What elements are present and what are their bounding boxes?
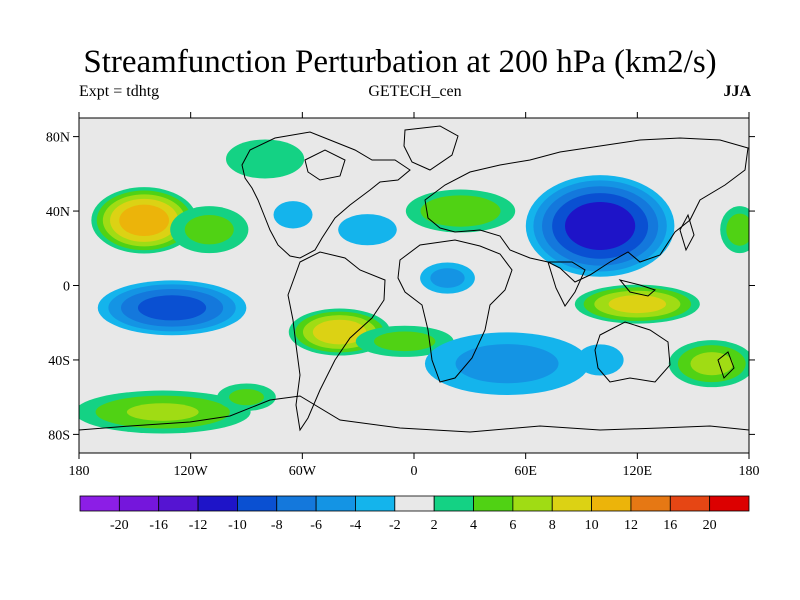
map-area — [78, 117, 750, 454]
colorbar-label: -4 — [350, 518, 362, 533]
contour-level — [226, 139, 305, 179]
anomaly-central-asia — [525, 175, 675, 277]
colorbar-swatch — [551, 495, 592, 512]
anomaly-eastern-north-america — [273, 201, 313, 229]
contour-level — [373, 331, 436, 352]
y-tick-label: 40S — [48, 354, 70, 369]
colorbar-swatch — [709, 495, 750, 512]
anomaly-europe-mediterranean — [405, 189, 516, 233]
anomaly-southern-ocean-east — [217, 383, 276, 411]
anomaly-north-pacific-tail — [170, 206, 249, 254]
colorbar-label: 16 — [663, 518, 677, 533]
colorbar-label: 8 — [549, 518, 556, 533]
colorbar-label: 6 — [509, 518, 516, 533]
colorbar-label: 2 — [431, 518, 438, 533]
colorbar-label: -2 — [389, 518, 401, 533]
anomaly-maritime-continent — [574, 284, 700, 324]
colorbar-swatch — [237, 495, 278, 512]
x-tick-label: 180 — [69, 464, 90, 479]
experiment-label: Expt = tdhtg — [79, 83, 160, 100]
contour-level — [312, 319, 367, 345]
colorbar-label: -8 — [271, 518, 283, 533]
contour-level — [455, 344, 559, 384]
colorbar-swatch — [394, 495, 435, 512]
x-tick-label: 120E — [623, 464, 653, 479]
contour-level — [229, 389, 264, 406]
y-tick-label: 80N — [46, 131, 70, 146]
y-tick-label: 0 — [63, 280, 70, 295]
y-tick-label: 80S — [48, 428, 70, 443]
colorbar-swatch — [315, 495, 356, 512]
dataset-label: GETECH_cen — [368, 83, 462, 100]
colorbar-swatch — [158, 495, 199, 512]
contour-fill-layer — [79, 139, 749, 434]
anomaly-north-pacific — [91, 187, 197, 254]
anomaly-central-africa — [420, 262, 475, 294]
colorbar-swatch — [669, 495, 711, 512]
colorbar-label: -6 — [310, 518, 322, 533]
chart-title: Streamfunction Perturbation at 200 hPa (… — [83, 44, 717, 80]
anomaly-south-indian-ocean — [424, 332, 590, 395]
colorbar-swatch — [630, 495, 671, 512]
colorbar: -20 -16 -12 -10 -8 -6 -4 -2 2 4 6 8 10 12 16 20 — [79, 495, 750, 533]
colorbar-swatch — [79, 495, 120, 512]
anomaly-north-atlantic — [338, 214, 397, 246]
anomaly-southwest-pacific — [668, 340, 749, 388]
contour-level — [126, 403, 199, 421]
anomaly-western-canada — [226, 139, 305, 179]
contour-level — [608, 295, 667, 314]
y-axis: 80N 40N 0 40S 80S — [46, 131, 755, 443]
colorbar-label: -20 — [110, 518, 129, 533]
contour-level — [576, 344, 624, 376]
colorbar-label: 4 — [470, 518, 477, 533]
y-tick-label: 40N — [46, 205, 70, 220]
x-tick-label: 120W — [174, 464, 209, 479]
x-tick-label: 0 — [411, 464, 418, 479]
contour-level — [420, 195, 501, 227]
coastlines — [79, 125, 749, 433]
contour-level — [726, 213, 749, 246]
colorbar-swatch — [433, 495, 474, 512]
colorbar-swatch — [355, 495, 396, 512]
contour-level — [137, 295, 207, 321]
contour-level — [119, 204, 170, 237]
colorbar-swatch — [512, 495, 553, 512]
anomaly-southern-ocean-pacific — [79, 390, 251, 434]
colorbar-swatch — [276, 495, 317, 512]
anomaly-south-atlantic — [355, 325, 454, 357]
x-axis: 180 120W 60W 0 60E 120E 180 — [69, 112, 760, 479]
colorbar-label: 20 — [703, 518, 717, 533]
season-label: JJA — [723, 83, 751, 100]
contour-level — [690, 352, 734, 376]
colorbar-label: 12 — [624, 518, 638, 533]
colorbar-label: -10 — [228, 518, 247, 533]
contour-level — [430, 268, 465, 288]
colorbar-swatch — [197, 495, 238, 512]
anomaly-australia-south — [576, 344, 624, 376]
colorbar-label: 10 — [585, 518, 599, 533]
contour-level — [273, 201, 313, 229]
anomaly-tropical-pacific — [97, 280, 247, 336]
colorbar-label: -12 — [189, 518, 208, 533]
colorbar-swatch — [473, 495, 514, 512]
x-tick-label: 180 — [739, 464, 760, 479]
colorbar-label: -16 — [149, 518, 168, 533]
contour-level — [184, 214, 234, 245]
colorbar-swatch — [118, 495, 160, 512]
contour-level — [565, 201, 636, 250]
x-tick-label: 60W — [289, 464, 317, 479]
x-tick-label: 60E — [514, 464, 537, 479]
colorbar-swatch — [591, 495, 632, 512]
contour-level — [338, 214, 397, 246]
anomaly-northwest-pacific — [720, 206, 749, 254]
